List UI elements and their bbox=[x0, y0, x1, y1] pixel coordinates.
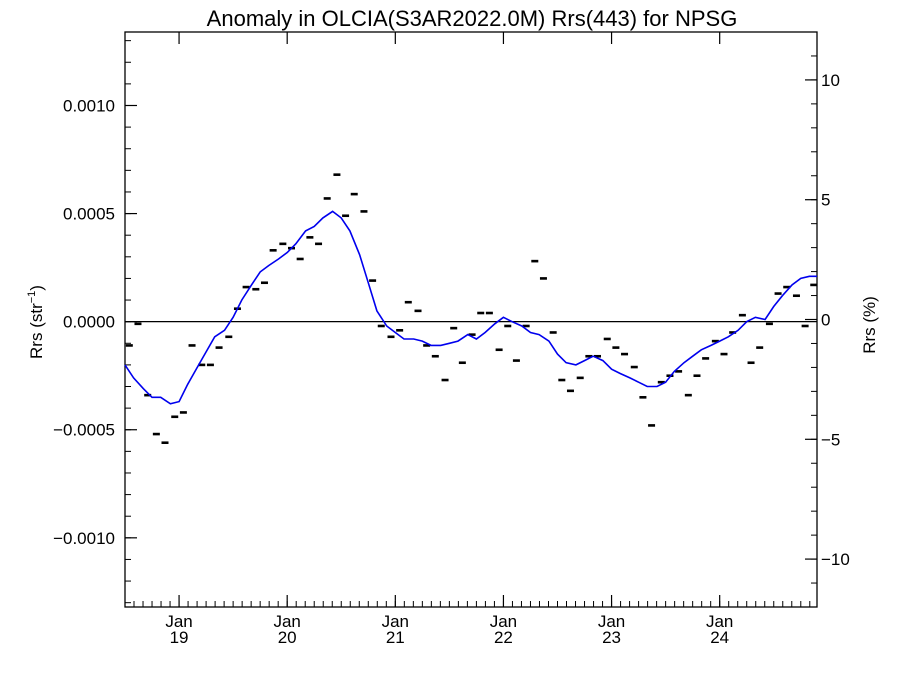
x-tick-year: 23 bbox=[602, 628, 621, 647]
x-tick-year: 20 bbox=[278, 628, 297, 647]
left-tick-label: −0.0005 bbox=[53, 421, 115, 440]
x-tick-month: Jan bbox=[706, 612, 733, 631]
x-tick-month: Jan bbox=[165, 612, 192, 631]
plot-frame bbox=[124, 31, 818, 608]
left-axis-ticks: 0.0010 0.0005 0.0000 −0.0005 −0.0010 bbox=[53, 40, 137, 604]
x-tick-year: 22 bbox=[494, 628, 513, 647]
x-tick-year: 19 bbox=[170, 628, 189, 647]
left-axis-label-close: ) bbox=[27, 285, 46, 291]
right-tick-label: 0 bbox=[821, 311, 830, 330]
x-tick-month: Jan bbox=[598, 612, 625, 631]
chart-title: Anomaly in OLCIA(S3AR2022.0M) Rrs(443) f… bbox=[207, 6, 738, 31]
left-axis-label-exponent: −1 bbox=[26, 291, 38, 304]
right-axis-ticks: 10 5 0 −5 −10 bbox=[805, 31, 850, 608]
plot-area: 0.0010 0.0005 0.0000 −0.0005 −0.0010 10 5 0 −5 −… bbox=[53, 31, 850, 647]
right-tick-label: −10 bbox=[821, 550, 850, 569]
x-tick-month: Jan bbox=[382, 612, 409, 631]
left-tick-label: 0.0005 bbox=[63, 205, 115, 224]
left-axis-label: Rrs (str−1) bbox=[26, 285, 46, 359]
x-tick-year: 21 bbox=[386, 628, 405, 647]
running-mean-line bbox=[124, 210, 817, 405]
left-tick-label: 0.0010 bbox=[63, 96, 115, 115]
right-tick-label: −5 bbox=[821, 430, 840, 449]
left-axis-label-text: Rrs (str bbox=[27, 303, 46, 359]
monthly-anomaly-series bbox=[125, 173, 818, 445]
left-tick-label: −0.0010 bbox=[53, 529, 115, 548]
x-tick-month: Jan bbox=[273, 612, 300, 631]
left-tick-label: 0.0000 bbox=[63, 313, 115, 332]
right-tick-label: 5 bbox=[821, 191, 830, 210]
right-tick-label: 10 bbox=[821, 71, 840, 90]
x-tick-year: 24 bbox=[710, 628, 729, 647]
x-tick-month: Jan bbox=[490, 612, 517, 631]
right-axis-label: Rrs (%) bbox=[860, 296, 879, 354]
